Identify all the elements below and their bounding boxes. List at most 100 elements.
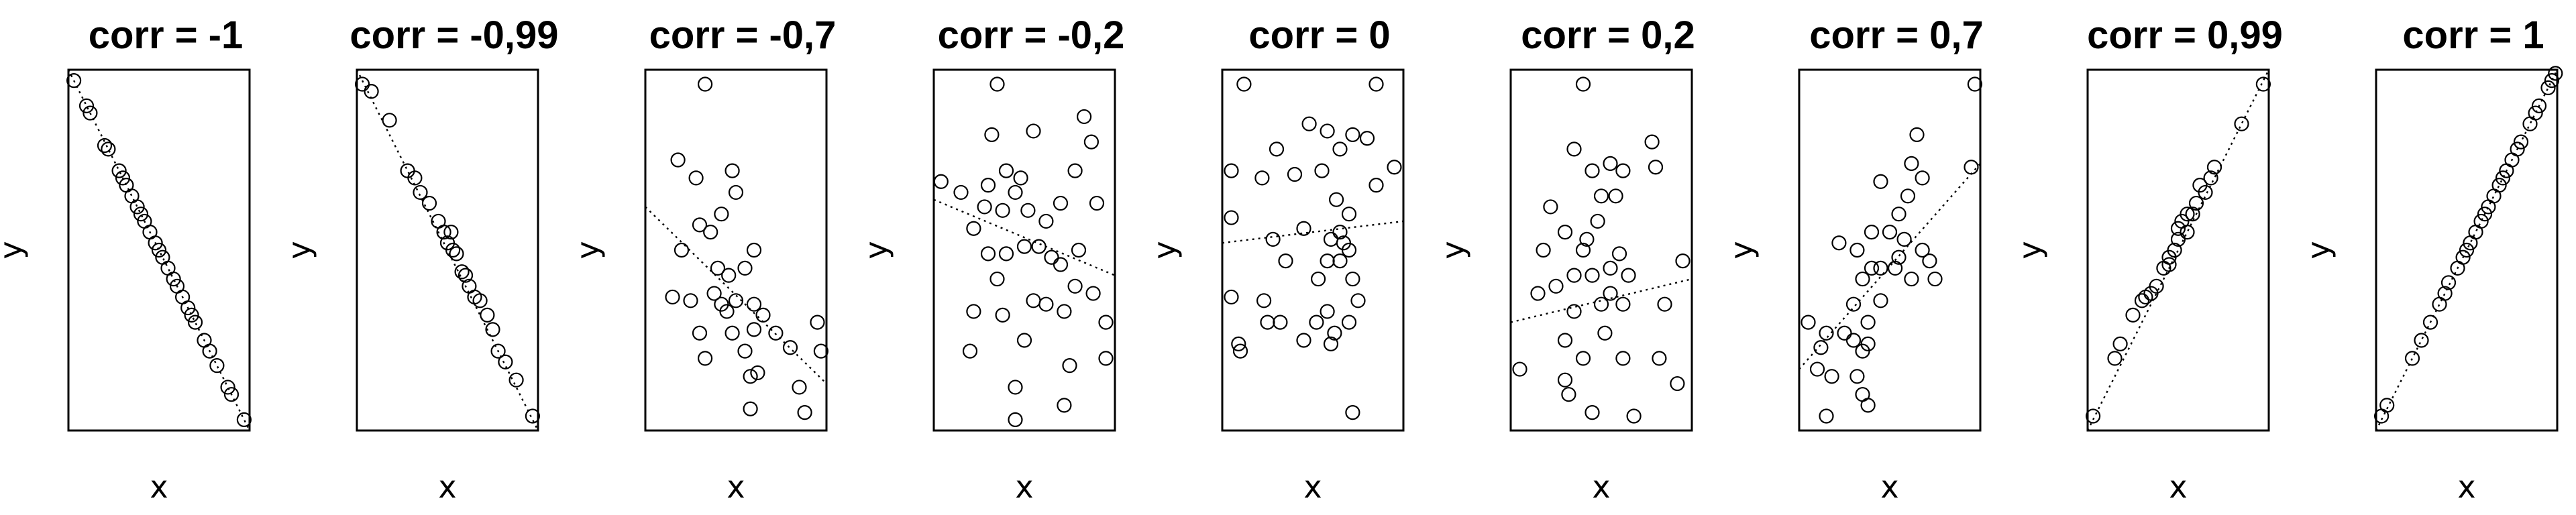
data-point xyxy=(1224,163,1239,178)
data-point xyxy=(97,137,113,154)
data-point xyxy=(101,141,116,157)
data-point xyxy=(1256,293,1272,308)
y-axis-label: y xyxy=(1146,241,1183,259)
data-point xyxy=(1345,127,1360,142)
data-point xyxy=(1309,314,1324,330)
data-point xyxy=(746,242,762,258)
regression-line xyxy=(2376,70,2557,431)
data-point xyxy=(2495,170,2511,186)
panel-title: corr = 0 xyxy=(1248,13,1390,57)
data-point xyxy=(472,293,488,308)
data-point xyxy=(697,76,713,92)
data-point xyxy=(202,343,217,359)
regression-line xyxy=(68,70,250,431)
data-point xyxy=(1057,304,1072,319)
data-point xyxy=(1585,163,1600,178)
data-point xyxy=(962,343,978,359)
data-point xyxy=(1038,213,1054,229)
data-point xyxy=(1575,242,1591,258)
data-point xyxy=(2422,314,2438,330)
data-point xyxy=(743,369,758,384)
regression-line xyxy=(1222,220,1403,244)
data-point xyxy=(1557,333,1573,348)
data-point xyxy=(1557,225,1573,240)
data-point xyxy=(115,170,131,186)
regression-line xyxy=(2088,70,2269,431)
data-point xyxy=(1044,249,1059,265)
data-point xyxy=(728,293,744,308)
data-point xyxy=(995,307,1010,323)
plot-frame xyxy=(356,68,539,432)
data-point xyxy=(1566,141,1582,157)
y-axis-label: y xyxy=(1435,241,1471,259)
data-point xyxy=(1909,127,1925,142)
data-point xyxy=(2510,141,2525,157)
data-point xyxy=(2234,116,2249,131)
regression-line xyxy=(934,198,1115,276)
data-point xyxy=(382,113,397,128)
data-point xyxy=(1801,314,1816,330)
data-point xyxy=(1323,336,1339,351)
data-point xyxy=(354,76,370,92)
data-point xyxy=(1098,351,1114,366)
data-point xyxy=(490,343,506,359)
data-point xyxy=(1057,398,1072,413)
data-point xyxy=(1615,163,1631,178)
scatter-panel-7: corr = 0,7 x y xyxy=(1723,13,1984,505)
data-point xyxy=(1016,239,1032,254)
data-point xyxy=(674,242,690,258)
data-point xyxy=(2513,134,2529,150)
panel-title: corr = -1 xyxy=(89,13,244,57)
data-point xyxy=(782,340,798,355)
data-point xyxy=(813,343,829,359)
data-point xyxy=(508,372,524,388)
plot-frame xyxy=(644,68,828,432)
data-point xyxy=(2170,231,2186,247)
plot-frame xyxy=(1798,68,1982,432)
data-point xyxy=(400,163,415,178)
data-point xyxy=(2528,105,2543,121)
data-point xyxy=(1964,160,1979,175)
data-point xyxy=(1579,231,1595,247)
data-point xyxy=(1915,170,1930,186)
data-point xyxy=(209,358,225,374)
panel-title: corr = 1 xyxy=(2402,13,2544,57)
data-point xyxy=(2203,170,2218,186)
data-point xyxy=(1575,76,1591,92)
data-point xyxy=(989,271,1005,287)
plot-frame xyxy=(932,68,1116,432)
data-point xyxy=(148,235,163,251)
data-point xyxy=(1603,286,1618,301)
x-axis-label: x xyxy=(1303,469,1322,505)
data-point xyxy=(1296,333,1311,348)
data-point xyxy=(1254,170,1270,186)
data-point xyxy=(2180,225,2195,240)
data-point xyxy=(364,84,379,99)
data-point xyxy=(737,260,753,276)
data-point xyxy=(1368,76,1384,92)
data-point xyxy=(2473,213,2489,229)
regression-line xyxy=(1799,163,1980,370)
data-point xyxy=(1332,253,1348,269)
data-point xyxy=(755,307,771,323)
data-point xyxy=(703,225,718,240)
data-point xyxy=(1296,221,1311,236)
data-point xyxy=(1345,404,1360,420)
data-point xyxy=(792,380,807,395)
data-point xyxy=(1089,195,1105,211)
data-point xyxy=(1320,253,1335,269)
data-point xyxy=(1278,253,1293,269)
data-point xyxy=(998,246,1014,262)
data-point xyxy=(1332,141,1348,157)
data-point xyxy=(1269,141,1285,157)
y-axis-label: y xyxy=(858,241,894,259)
data-point xyxy=(2134,293,2150,308)
data-point xyxy=(1008,412,1023,427)
data-point xyxy=(1310,271,1326,287)
data-point xyxy=(1314,163,1330,178)
data-point xyxy=(223,387,239,402)
data-point xyxy=(966,304,981,319)
data-point xyxy=(1085,286,1101,301)
data-point xyxy=(498,354,513,369)
data-point xyxy=(1882,225,1898,240)
